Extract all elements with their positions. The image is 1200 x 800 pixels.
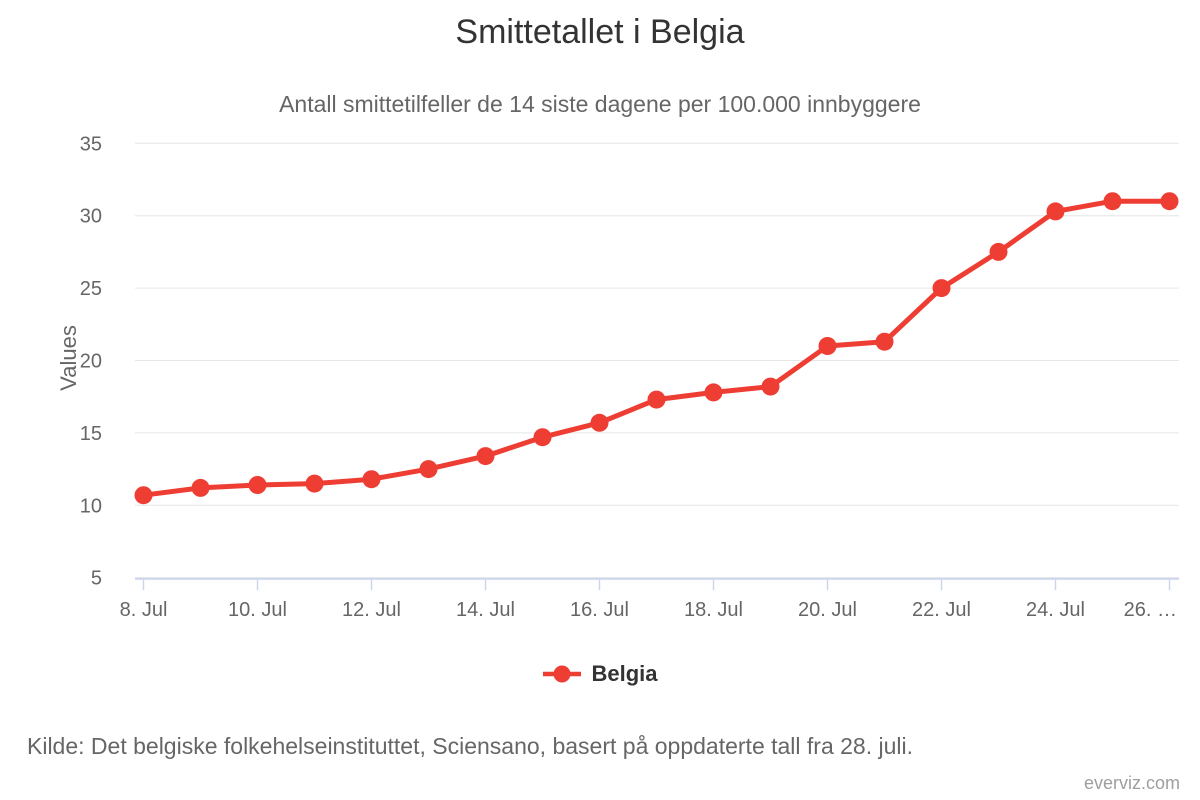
data-point-marker[interactable] <box>134 486 153 505</box>
x-axis-tick-label: 8. Jul <box>120 599 168 621</box>
data-point-marker[interactable] <box>419 460 438 479</box>
data-point-marker[interactable] <box>305 474 324 493</box>
data-point-marker[interactable] <box>875 332 894 351</box>
x-axis-tick-label: 14. Jul <box>456 599 515 621</box>
x-axis-tick-label: 18. Jul <box>684 599 743 621</box>
source-credit: Kilde: Det belgiske folkehelseinstitutte… <box>27 733 914 759</box>
everviz-watermark[interactable]: everviz.com <box>1083 773 1180 793</box>
data-point-marker[interactable] <box>932 279 951 298</box>
data-point-marker[interactable] <box>191 478 210 497</box>
data-point-marker[interactable] <box>476 447 495 466</box>
y-axis-title: Values <box>56 325 81 391</box>
y-axis-tick-label: 5 <box>91 568 102 590</box>
x-axis-tick-label: 10. Jul <box>228 599 287 621</box>
x-axis-tick-label: 22. Jul <box>912 599 971 621</box>
data-point-marker[interactable] <box>704 383 723 402</box>
data-point-marker[interactable] <box>362 470 381 489</box>
legend-item-belgia[interactable]: Belgia <box>0 659 1200 689</box>
data-point-marker[interactable] <box>818 337 837 355</box>
data-point-marker[interactable] <box>248 476 267 494</box>
legend-series-label: Belgia <box>591 661 658 686</box>
data-point-marker[interactable] <box>533 428 552 447</box>
legend-line-marker-icon <box>543 665 582 683</box>
data-point-marker[interactable] <box>989 242 1008 261</box>
x-axis-tick-label: 16. Jul <box>570 599 629 621</box>
x-axis-tick-label: 26. … <box>1124 599 1177 621</box>
y-axis-tick-label: 20 <box>80 351 102 373</box>
plot-area: 8. Jul 10. Jul 12. Jul 14. Jul 16. Jul 18. Ju… <box>56 133 1179 621</box>
series-line-belgia <box>141 198 1172 498</box>
data-point-marker[interactable] <box>761 377 780 396</box>
x-axis-tick-label: 20. Jul <box>798 599 857 621</box>
chart-title: Smittetallet i Belgia <box>455 13 745 51</box>
data-point-marker[interactable] <box>1160 192 1179 211</box>
data-point-marker[interactable] <box>1103 192 1122 211</box>
y-axis-tick-label: 15 <box>80 423 102 445</box>
data-point-marker[interactable] <box>1046 202 1065 221</box>
y-axis-tick-label: 10 <box>80 495 102 517</box>
y-axis-tick-label: 30 <box>80 206 102 228</box>
x-axis-tick-label: 12. Jul <box>342 599 401 621</box>
y-axis-tick-label: 25 <box>80 278 102 300</box>
chart-subtitle: Antall smittetilfeller de 14 siste dagen… <box>279 91 921 117</box>
data-point-marker[interactable] <box>647 390 666 409</box>
y-axis-tick-label: 35 <box>80 133 102 155</box>
x-axis-tick-label: 24. Jul <box>1026 599 1085 621</box>
data-point-marker[interactable] <box>590 413 609 432</box>
